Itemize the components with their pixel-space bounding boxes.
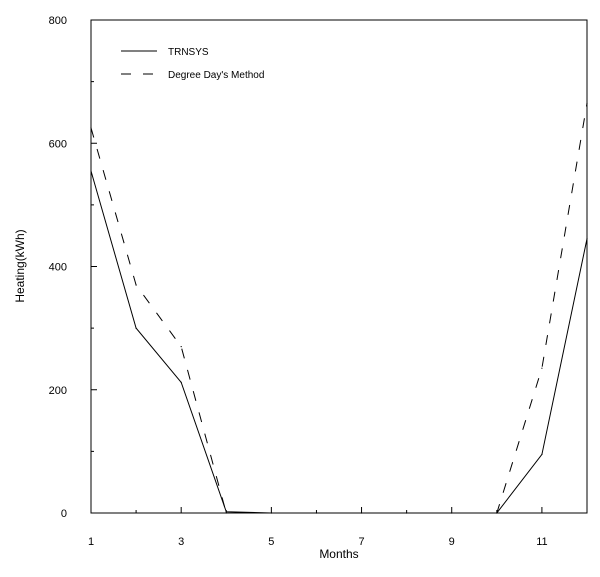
y-tick-label-600: 600 xyxy=(49,138,67,150)
y-tick-label-800: 800 xyxy=(49,15,67,27)
y-tick-label-200: 200 xyxy=(49,385,67,397)
series-0-point-3 xyxy=(180,381,182,383)
series-1-point-11 xyxy=(541,367,543,369)
x-tick-label-9: 9 xyxy=(449,536,455,548)
x-tick-label-11: 11 xyxy=(536,536,547,548)
series-1-point-10 xyxy=(496,512,498,514)
x-tick-label-5: 5 xyxy=(268,536,274,548)
x-tick-label-3: 3 xyxy=(178,536,184,548)
y-axis-title: Heating(kWh) xyxy=(13,229,27,302)
x-tick-label-1: 1 xyxy=(88,536,94,548)
series-1-point-5 xyxy=(270,512,272,514)
series-0-point-12 xyxy=(586,238,588,240)
series-layer xyxy=(90,102,588,514)
legend: TRNSYS Degree Day's Method xyxy=(121,47,264,81)
series-1-point-4 xyxy=(225,512,227,514)
series-1-point-2 xyxy=(135,284,137,286)
y-tick-label-0: 0 xyxy=(61,508,67,520)
series-1-point-1 xyxy=(90,127,92,129)
series-1-point-9 xyxy=(451,512,453,514)
y-axis-ticks: 0 200 400 600 800 xyxy=(49,15,97,520)
series-0-point-2 xyxy=(135,327,137,329)
series-line-trnsys xyxy=(90,170,588,514)
series-0-point-11 xyxy=(541,453,543,456)
legend-label-degree-day: Degree Day's Method xyxy=(168,70,264,81)
x-axis-title: Months xyxy=(319,547,358,561)
series-1-point-6 xyxy=(315,512,318,514)
series-line-degree-day xyxy=(90,103,588,514)
series-0-point-1 xyxy=(90,170,92,172)
series-1-point-12 xyxy=(586,102,588,104)
series-1-point-3 xyxy=(180,346,182,348)
plot-frame xyxy=(90,19,588,514)
series-1-point-7 xyxy=(360,512,363,514)
legend-label-trnsys: TRNSYS xyxy=(168,47,209,58)
x-tick-label-7: 7 xyxy=(358,536,364,548)
series-1-point-8 xyxy=(406,512,408,514)
y-tick-label-400: 400 xyxy=(49,262,67,274)
series-0-point-4 xyxy=(225,511,227,513)
